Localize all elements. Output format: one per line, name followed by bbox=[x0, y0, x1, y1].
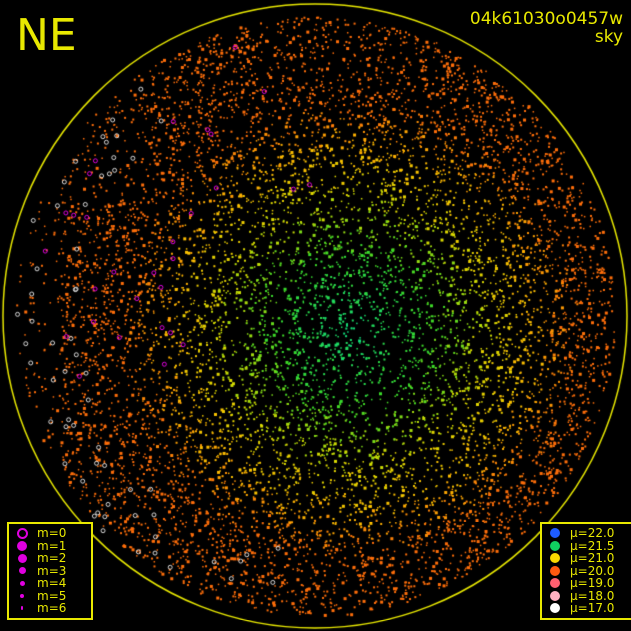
legend-label: m=3 bbox=[37, 563, 67, 578]
dot-marker-icon bbox=[20, 593, 24, 598]
image-id: 04k61030o0457w bbox=[469, 9, 623, 29]
legend-label: m=5 bbox=[37, 588, 67, 603]
color-swatch-icon bbox=[550, 540, 560, 551]
legend-label: m=1 bbox=[37, 538, 67, 553]
legend-item-m4: m=4 bbox=[15, 577, 85, 590]
dot-marker-icon bbox=[19, 580, 25, 586]
legend-item-m1: m=1 bbox=[15, 540, 85, 553]
legend-label: μ=22.0 bbox=[570, 526, 615, 541]
legend-label: m=6 bbox=[37, 601, 67, 616]
legend-item-m0: m=0 bbox=[15, 527, 85, 540]
legend-label: μ=17.0 bbox=[570, 601, 615, 616]
legend-label: μ=18.0 bbox=[570, 588, 615, 603]
legend-item-mu: μ=18.0 bbox=[548, 590, 628, 603]
brightness-legend: μ=22.0 μ=21.5 μ=21.0 μ=20.0 μ=19.0 μ=18.0 μ=17… bbox=[540, 522, 631, 620]
color-swatch-icon bbox=[550, 528, 560, 539]
legend-label: m=0 bbox=[37, 526, 67, 541]
legend-item-m5: m=5 bbox=[15, 590, 85, 603]
dot-marker-icon bbox=[21, 606, 23, 611]
image-title: 04k61030o0457w sky bbox=[470, 10, 623, 46]
legend-item-mu: μ=19.0 bbox=[548, 577, 628, 590]
legend-item-mu: μ=17.0 bbox=[548, 602, 628, 615]
legend-label: m=2 bbox=[37, 551, 67, 566]
legend-item-m3: m=3 bbox=[15, 565, 85, 578]
dot-marker-icon bbox=[17, 553, 27, 563]
color-swatch-icon bbox=[550, 590, 560, 601]
legend-label: μ=21.0 bbox=[570, 551, 615, 566]
legend-label: μ=20.0 bbox=[570, 563, 615, 578]
color-swatch-icon bbox=[550, 553, 560, 564]
legend-label: m=4 bbox=[37, 576, 67, 591]
legend-label: μ=21.5 bbox=[570, 538, 615, 553]
legend-label: μ=19.0 bbox=[570, 576, 615, 591]
legend-item-mu: μ=20.0 bbox=[548, 565, 628, 578]
ring-marker-icon bbox=[16, 527, 28, 539]
image-subtitle: sky bbox=[594, 27, 623, 47]
legend-item-mu: μ=21.5 bbox=[548, 540, 628, 553]
dot-marker-icon bbox=[18, 567, 26, 575]
dot-marker-icon bbox=[17, 540, 27, 551]
magnitude-legend: m=0 m=1 m=2 m=3 m=4 m=5 m=6 bbox=[7, 522, 93, 620]
color-swatch-icon bbox=[550, 578, 560, 589]
color-swatch-icon bbox=[550, 603, 560, 614]
orientation-label: NE bbox=[16, 10, 77, 61]
legend-item-mu: μ=21.0 bbox=[548, 552, 628, 565]
legend-item-mu: μ=22.0 bbox=[548, 527, 628, 540]
legend-item-m2: m=2 bbox=[15, 552, 85, 565]
legend-item-m6: m=6 bbox=[15, 602, 85, 615]
color-swatch-icon bbox=[550, 565, 560, 576]
